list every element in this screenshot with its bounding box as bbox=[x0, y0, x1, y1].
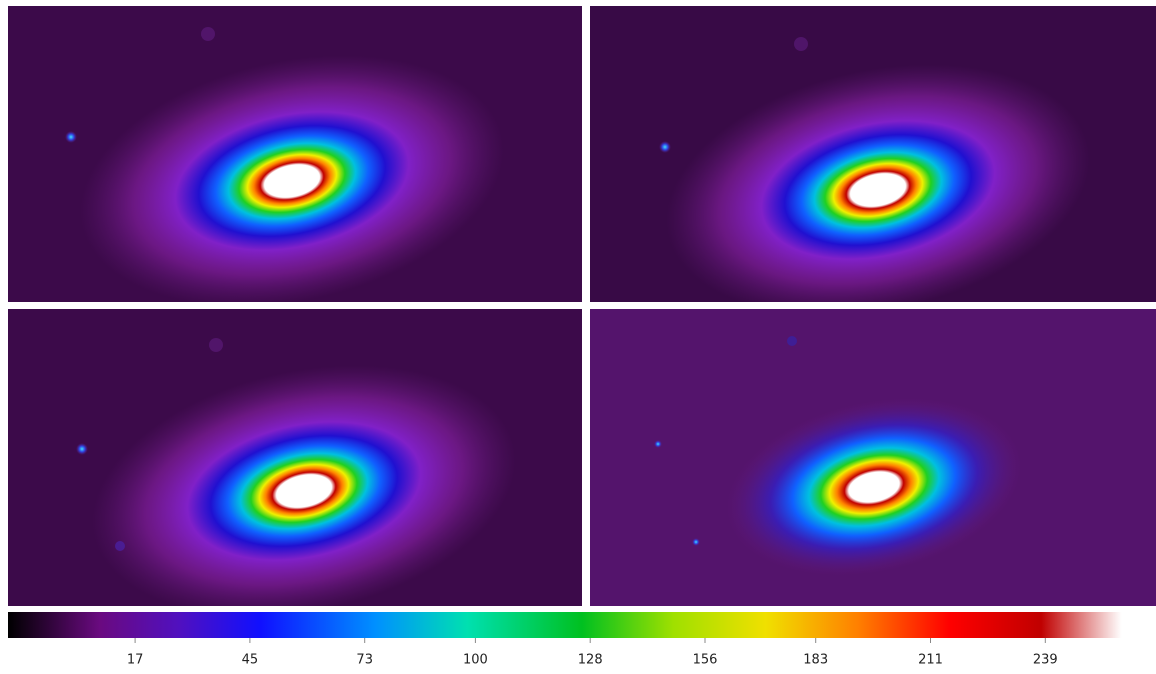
colorbar-tick-label: 239 bbox=[1033, 653, 1058, 668]
image-panel[interactable] bbox=[8, 6, 582, 343]
colorbar-tick-label: 156 bbox=[693, 653, 718, 668]
colorbar-tick-label: 17 bbox=[127, 653, 144, 668]
image-panel[interactable] bbox=[590, 6, 1156, 352]
colorbar-tick-label: 73 bbox=[356, 653, 373, 668]
image-panel[interactable] bbox=[8, 309, 582, 653]
colorbar bbox=[8, 612, 1156, 638]
colorbar-tick-label: 45 bbox=[242, 653, 259, 668]
colorbar-ticks: 17 45 73 100 128 156 183 211 239 bbox=[127, 638, 1058, 668]
image-panel[interactable] bbox=[590, 309, 1156, 606]
image-viewer: 17 45 73 100 128 156 183 211 239 bbox=[0, 0, 1156, 670]
colorbar-tick-label: 128 bbox=[578, 653, 603, 668]
colorbar-tick-label: 100 bbox=[463, 653, 488, 668]
colorbar-tick-label: 211 bbox=[918, 653, 943, 668]
colorbar-tick-label: 183 bbox=[803, 653, 828, 668]
